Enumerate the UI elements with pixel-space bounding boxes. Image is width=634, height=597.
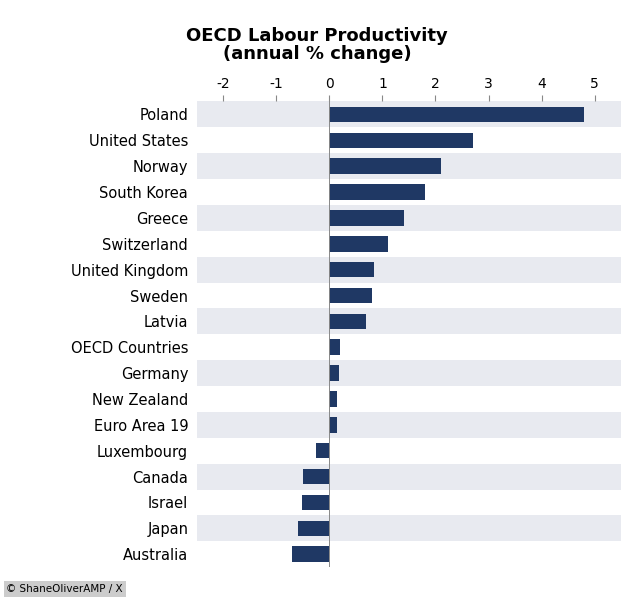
Bar	[329, 391, 337, 407]
Bar	[329, 313, 366, 329]
Bar	[329, 184, 425, 200]
Bar	[197, 412, 621, 438]
Bar	[197, 127, 621, 153]
Bar	[197, 360, 621, 386]
Bar	[316, 443, 329, 458]
Bar	[329, 236, 387, 251]
Bar	[197, 386, 621, 412]
Bar	[329, 107, 584, 122]
Bar	[197, 282, 621, 309]
Bar	[329, 158, 441, 174]
Bar	[197, 515, 621, 541]
Bar	[292, 546, 329, 562]
Bar	[299, 521, 329, 536]
Bar	[302, 469, 329, 484]
Text: (annual % change): (annual % change)	[223, 45, 411, 63]
Bar	[329, 133, 472, 148]
Bar	[197, 309, 621, 334]
Bar	[197, 334, 621, 360]
Bar	[329, 417, 337, 433]
Bar	[197, 438, 621, 464]
Bar	[197, 490, 621, 515]
Bar	[197, 205, 621, 231]
Bar	[329, 210, 404, 226]
Bar	[302, 495, 329, 510]
Bar	[197, 153, 621, 179]
Bar	[197, 257, 621, 282]
Text: © ShaneOliverAMP / X: © ShaneOliverAMP / X	[6, 584, 123, 594]
Text: OECD Labour Productivity: OECD Labour Productivity	[186, 27, 448, 45]
Bar	[197, 179, 621, 205]
Bar	[329, 340, 340, 355]
Bar	[197, 541, 621, 567]
Bar	[329, 365, 339, 381]
Bar	[197, 464, 621, 490]
Bar	[329, 262, 375, 278]
Bar	[329, 288, 372, 303]
Bar	[197, 101, 621, 127]
Bar	[197, 231, 621, 257]
